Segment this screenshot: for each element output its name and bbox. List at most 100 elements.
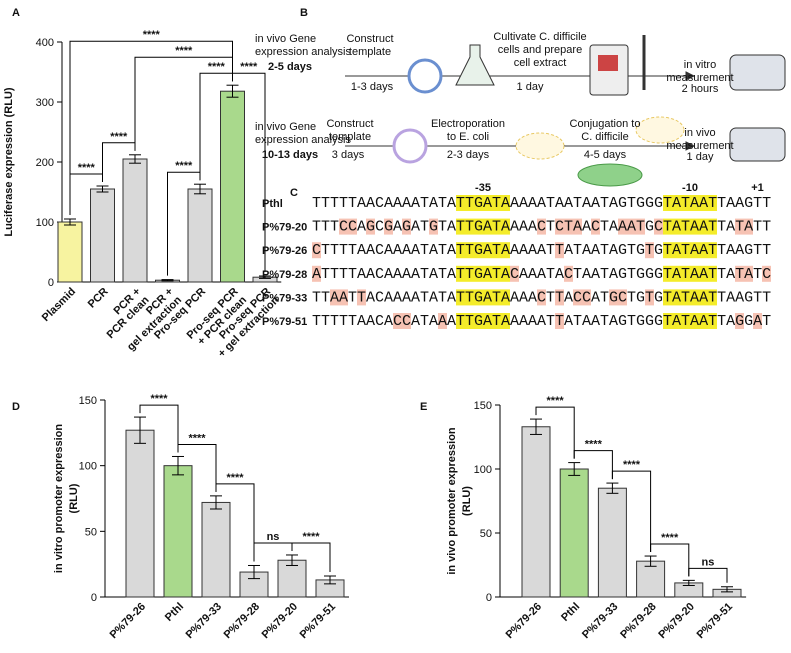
motif-box: [663, 313, 717, 329]
reader-icon: [729, 54, 786, 91]
y-tick-label: 400: [36, 37, 54, 49]
mismatch-box: [339, 289, 348, 306]
significance-label: ****: [547, 395, 565, 407]
sequence: CTTTTAACAAAATATATTGATAAAAATTATAATAGTGTGT…: [312, 242, 771, 259]
y-tick-label: 200: [36, 157, 54, 169]
mismatch-box: [735, 265, 744, 282]
mismatch-box: [753, 313, 762, 329]
significance-bracket: [69, 40, 233, 215]
arrow-head: [685, 71, 696, 81]
panel-label: E: [420, 401, 427, 413]
mismatch-box: [402, 218, 411, 235]
mismatch-box: [564, 265, 573, 282]
workflow-title: in vivo Gene expression analysis: [255, 121, 351, 146]
step-time: 2 hours: [682, 83, 719, 95]
error-bar: [568, 462, 581, 476]
device-screen: [598, 55, 618, 71]
mismatch-box: [366, 218, 375, 235]
mismatch-box: [339, 218, 348, 235]
error-bar: [134, 416, 146, 444]
motif-box: [456, 313, 510, 329]
sequence: TTAATTACAAAATATATTGATAAAACTTACCATGCTGTGT…: [312, 289, 771, 306]
panel-label: D: [12, 401, 20, 413]
position-label: -10: [682, 182, 698, 194]
error-bar: [194, 183, 206, 195]
ecoli-icon: [635, 116, 685, 144]
bar: [521, 426, 551, 598]
flask-icon: [455, 44, 495, 86]
mismatch-box: [312, 242, 321, 259]
y-tick-label: 0: [486, 592, 492, 604]
error-bar: [286, 554, 298, 566]
step-time: 1 day: [517, 81, 544, 93]
mismatch-box: [438, 313, 447, 329]
mismatch-box: [429, 218, 438, 235]
significance-label: ****: [110, 131, 128, 143]
error-bar: [161, 279, 174, 282]
mismatch-box: [555, 218, 564, 235]
significance-bracket: [535, 406, 575, 459]
y-axis-title: in vivo promoter expression (RLU): [446, 427, 473, 575]
significance-label: ****: [302, 531, 320, 543]
mismatch-box: [537, 218, 546, 235]
bar: [597, 487, 627, 598]
step-time: 4-5 days: [584, 149, 627, 161]
error-bar: [172, 455, 184, 476]
mismatch-box: [555, 313, 564, 329]
step-label: Electroporation to E. coli: [431, 118, 505, 143]
workflow-duration: 2-5 days: [268, 61, 312, 73]
reader-icon: [729, 127, 786, 162]
sequence: TTTCCAGCGAGATGTATTGATAAAACTCTAACTAAATGCT…: [312, 219, 771, 236]
motif-box: [456, 195, 510, 211]
significance-label: ****: [240, 61, 258, 73]
mismatch-box: [537, 289, 546, 306]
mismatch-box: [510, 265, 519, 282]
panel-label: A: [12, 7, 20, 19]
mismatch-box: [312, 265, 321, 282]
mismatch-box: [591, 218, 600, 235]
significance-bracket: [688, 567, 728, 583]
sequence-name: Pthl: [262, 198, 283, 210]
significance-label: ****: [208, 61, 226, 73]
mismatch-box: [357, 289, 366, 306]
step-label: in vitro measurement: [666, 59, 733, 84]
mismatch-box: [762, 265, 771, 282]
significance-label: ****: [175, 45, 193, 57]
mismatch-box: [744, 218, 753, 235]
bar: [201, 501, 231, 598]
y-tick-label: 100: [474, 464, 492, 476]
y-tick-label: 0: [91, 592, 97, 604]
y-axis-title: Luciferase expression (RLU): [3, 87, 15, 236]
significance-label: ****: [143, 29, 161, 41]
error-bar: [530, 418, 542, 435]
mismatch-box: [645, 242, 654, 259]
error-bar: [606, 482, 619, 494]
significance-bracket: [139, 404, 179, 453]
motif-box: [663, 195, 717, 211]
y-tick-label: 150: [474, 400, 492, 412]
mismatch-box: [735, 313, 744, 329]
mismatch-box: [582, 289, 591, 306]
motif-box: [456, 242, 510, 259]
workflow-icons: [345, 35, 786, 187]
significance-label: ****: [150, 393, 168, 405]
mismatch-box: [636, 218, 645, 235]
y-tick-label: 50: [480, 528, 492, 540]
significance-label: ****: [188, 432, 206, 444]
mismatch-box: [735, 218, 744, 235]
motif-box: [663, 265, 717, 282]
cdiff-icon: [577, 163, 643, 187]
motif-box: [663, 289, 717, 306]
mismatch-box: [573, 218, 582, 235]
position-label: +1: [751, 182, 764, 194]
significance-bracket: [215, 483, 255, 562]
bar: [163, 465, 193, 598]
error-bar: [248, 564, 260, 580]
significance-label: ****: [623, 459, 641, 471]
bar: [122, 158, 148, 283]
plasmid-icon: [407, 58, 443, 94]
step-time: 3 days: [332, 149, 365, 161]
arrow-head: [685, 141, 696, 151]
error-bar: [324, 575, 336, 585]
